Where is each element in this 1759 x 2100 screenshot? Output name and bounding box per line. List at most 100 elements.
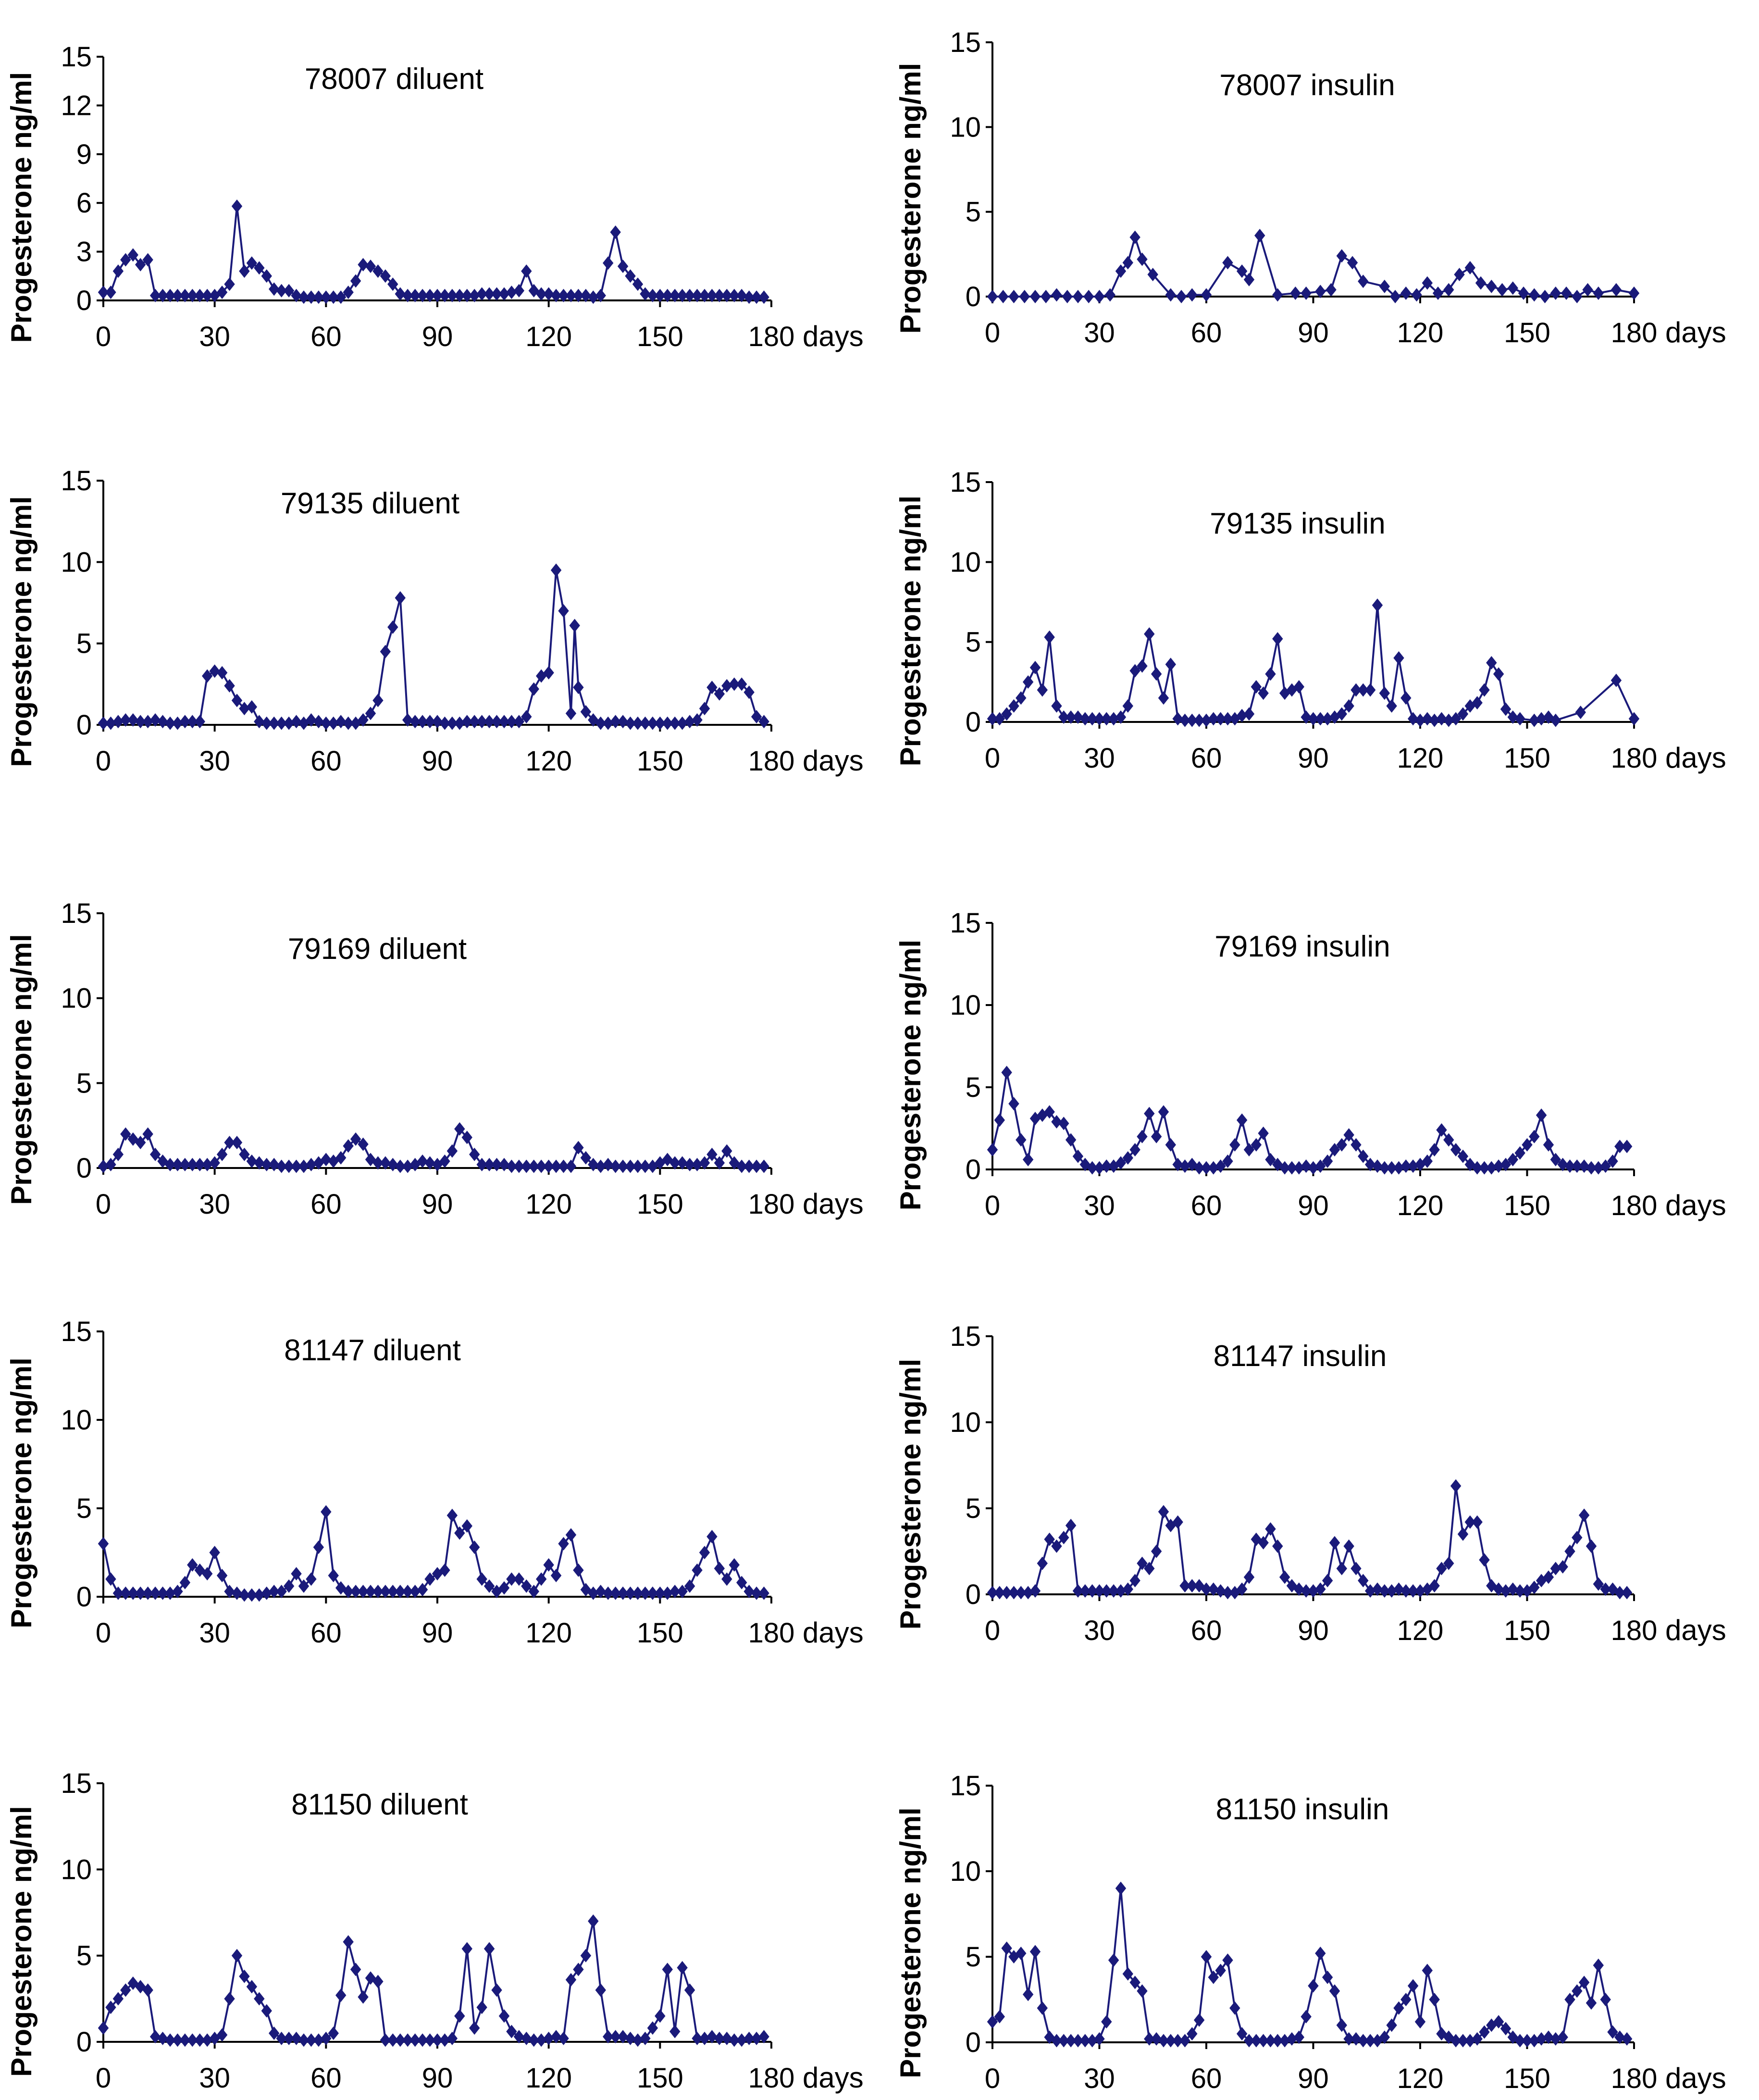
panel-5-data-point xyxy=(1179,1159,1190,1173)
panel-8-data-point xyxy=(216,2028,228,2042)
panel-5-xunit: days xyxy=(1665,1189,1726,1221)
panel-7-data-point xyxy=(1614,1586,1625,1600)
panel-4-data-point xyxy=(483,1157,495,1171)
panel-2-data-point xyxy=(617,715,629,729)
panel-7-data-point xyxy=(1372,1582,1383,1596)
panel-1-xtick-label: 90 xyxy=(1298,317,1329,348)
panel-8-ytick-label: 15 xyxy=(61,1768,92,1799)
panel-0-data-point xyxy=(506,286,517,299)
panel-6-data-point xyxy=(521,1579,532,1593)
panel-3-xtick-label: 0 xyxy=(985,743,1000,774)
panel-9-data-point xyxy=(1600,1993,1611,2006)
panel-4-data-point xyxy=(120,1127,131,1141)
panel-7-data-point xyxy=(1514,1584,1525,1598)
panel-1-data-point xyxy=(987,290,998,303)
panel-5-data-point xyxy=(1258,1126,1269,1140)
panel-1-data-point xyxy=(1422,276,1433,290)
panel-3-data-point xyxy=(1379,686,1390,700)
panel-9-data-point xyxy=(1379,2030,1390,2044)
panel-5-data-point xyxy=(1144,1106,1155,1120)
panel-2-data-point xyxy=(149,713,161,727)
panel-4-data-point xyxy=(298,1159,310,1173)
panel-8-data-point xyxy=(721,2031,732,2045)
panel-1-data-point xyxy=(1529,288,1540,302)
panel-5-data-point xyxy=(1393,1161,1404,1175)
panel-3-data-point xyxy=(1493,667,1504,681)
panel-5-data-point xyxy=(1137,1130,1148,1143)
panel-1-xtick-label: 180 xyxy=(1611,317,1658,348)
panel-0-data-point xyxy=(558,288,569,302)
panel-2-xtick-label: 30 xyxy=(199,746,230,777)
panel-9-xtick-label: 90 xyxy=(1298,2063,1329,2094)
panel-2-xunit: days xyxy=(803,745,864,777)
panel-2-data-point xyxy=(269,716,280,730)
panel-0-data-point xyxy=(246,256,258,270)
panel-9-ytick-label: 0 xyxy=(966,2027,981,2058)
panel-9-data-point xyxy=(1265,2034,1276,2048)
panel-2-data-point xyxy=(328,716,339,730)
panel-7-data-point xyxy=(1065,1518,1077,1532)
panel-5-data-point xyxy=(1436,1123,1447,1137)
panel-5-data-point xyxy=(1386,1161,1397,1175)
panel-5-ytick-label: 0 xyxy=(966,1154,981,1185)
panel-9-data-point xyxy=(1386,2018,1397,2032)
panel-5-data-point xyxy=(1522,1138,1533,1152)
panel-9-data-point xyxy=(1279,2034,1290,2048)
panel-2-data-point xyxy=(558,604,569,618)
panel-6-data-point xyxy=(417,1583,428,1597)
panel-2-data-point xyxy=(164,716,176,730)
panel-8-data-point xyxy=(372,1975,384,1988)
panel-5-data-point xyxy=(1087,1161,1098,1175)
panel-6-data-point xyxy=(358,1584,369,1598)
panel-6-data-point xyxy=(350,1584,361,1598)
panel-9-data-point xyxy=(1322,1970,1333,1984)
panel-2-data-point xyxy=(402,713,413,727)
panel-5-xtick-label: 0 xyxy=(985,1190,1000,1221)
panel-0-data-point xyxy=(157,288,168,302)
panel-8-data-point xyxy=(625,2031,636,2045)
panel-0-data-point xyxy=(358,258,369,272)
panel-8-data-point xyxy=(179,2033,191,2047)
panel-5-data-point xyxy=(1493,1159,1504,1173)
panel-0-data-point xyxy=(372,264,384,278)
panel-2-data-point xyxy=(721,679,732,693)
panel-4-data-point xyxy=(684,1157,695,1171)
panel-7-data-point xyxy=(1215,1584,1226,1598)
panel-6-data-point xyxy=(528,1584,539,1598)
panel-3-data-point xyxy=(1165,658,1177,671)
panel-3-data-point xyxy=(1172,712,1183,726)
panel-1-ytick-label: 10 xyxy=(950,112,981,143)
panel-0-data-point xyxy=(216,286,228,299)
panel-2-data-point xyxy=(595,716,606,730)
panel-9-data-point xyxy=(1222,1953,1233,1967)
panel-0-data-point xyxy=(402,288,413,302)
panel-7-data-point xyxy=(1115,1584,1127,1598)
panel-8-ytick-label: 10 xyxy=(61,1854,92,1885)
panel-3-data-point xyxy=(1472,696,1483,710)
panel-1-ytick-label: 15 xyxy=(950,27,981,58)
panel-3-data-point xyxy=(1129,664,1140,678)
panel-2-xtick-label: 120 xyxy=(525,746,572,777)
panel-5-data-point xyxy=(1593,1161,1604,1175)
panel-5-data-point xyxy=(1364,1157,1376,1171)
panel-0-data-point xyxy=(699,288,710,302)
panel-5-data-point xyxy=(1158,1105,1169,1119)
panel-9-xtick-label: 180 xyxy=(1611,2063,1658,2094)
panel-2-xtick-label: 150 xyxy=(637,746,683,777)
panel-0-data-point xyxy=(187,288,198,302)
panel-1-xtick-label: 150 xyxy=(1504,317,1550,348)
panel-7-data-point xyxy=(1258,1536,1269,1550)
panel-6-data-point xyxy=(647,1586,658,1600)
panel-8-data-point xyxy=(647,2021,658,2035)
panel-5-data-point xyxy=(1614,1140,1625,1154)
panel-4-data-point xyxy=(306,1157,317,1171)
panel-4-data-point xyxy=(372,1156,384,1170)
panel-3-data-point xyxy=(1094,712,1105,726)
panel-9-data-point xyxy=(987,2015,998,2029)
panel-7-data-point xyxy=(1393,1582,1404,1596)
panel-5-data-point xyxy=(1236,1113,1248,1127)
panel-3-data-point xyxy=(1208,712,1219,726)
panel-5-data-point xyxy=(1315,1159,1326,1173)
panel-8-ytick-label: 0 xyxy=(76,2026,92,2058)
